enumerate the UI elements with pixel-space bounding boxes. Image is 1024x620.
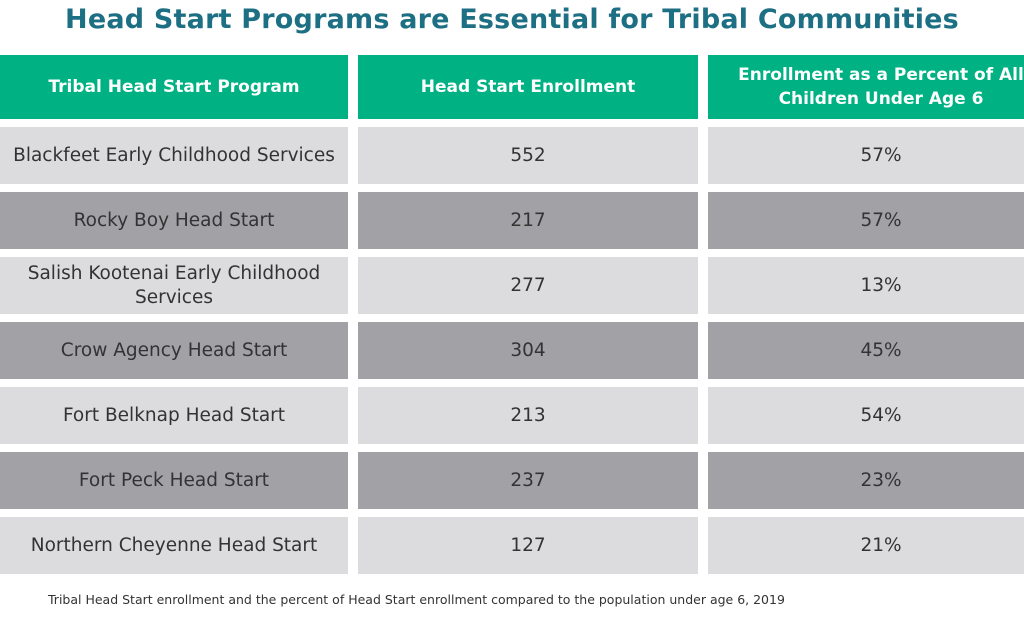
- table-row: Fort Peck Head Start 237 23%: [0, 452, 1024, 509]
- table-row: Northern Cheyenne Head Start 127 21%: [0, 517, 1024, 574]
- program-cell: Salish Kootenai Early Childhood Services: [0, 257, 348, 314]
- column-header-program: Tribal Head Start Program: [0, 55, 348, 119]
- table-row: Blackfeet Early Childhood Services 552 5…: [0, 127, 1024, 184]
- enrollment-cell: 217: [358, 192, 698, 249]
- column-header-enrollment: Head Start Enrollment: [358, 55, 698, 119]
- program-cell: Rocky Boy Head Start: [0, 192, 348, 249]
- percent-cell: 45%: [708, 322, 1024, 379]
- enrollment-cell: 213: [358, 387, 698, 444]
- enrollment-cell: 552: [358, 127, 698, 184]
- table-row: Crow Agency Head Start 304 45%: [0, 322, 1024, 379]
- table-row: Rocky Boy Head Start 217 57%: [0, 192, 1024, 249]
- enrollment-cell: 127: [358, 517, 698, 574]
- column-header-percent: Enrollment as a Percent of All Children …: [708, 55, 1024, 119]
- enrollment-cell: 237: [358, 452, 698, 509]
- program-cell: Northern Cheyenne Head Start: [0, 517, 348, 574]
- program-cell: Crow Agency Head Start: [0, 322, 348, 379]
- percent-cell: 13%: [708, 257, 1024, 314]
- enrollment-table: Tribal Head Start Program Head Start Enr…: [0, 47, 1024, 582]
- percent-cell: 57%: [708, 192, 1024, 249]
- percent-cell: 57%: [708, 127, 1024, 184]
- header-row: Tribal Head Start Program Head Start Enr…: [0, 55, 1024, 119]
- percent-cell: 21%: [708, 517, 1024, 574]
- enrollment-cell: 277: [358, 257, 698, 314]
- program-cell: Blackfeet Early Childhood Services: [0, 127, 348, 184]
- footnote: Tribal Head Start enrollment and the per…: [48, 592, 785, 607]
- table-row: Fort Belknap Head Start 213 54%: [0, 387, 1024, 444]
- percent-cell: 23%: [708, 452, 1024, 509]
- chart-title: Head Start Programs are Essential for Tr…: [65, 4, 959, 35]
- program-cell: Fort Belknap Head Start: [0, 387, 348, 444]
- table-row: Salish Kootenai Early Childhood Services…: [0, 257, 1024, 314]
- enrollment-cell: 304: [358, 322, 698, 379]
- program-cell: Fort Peck Head Start: [0, 452, 348, 509]
- percent-cell: 54%: [708, 387, 1024, 444]
